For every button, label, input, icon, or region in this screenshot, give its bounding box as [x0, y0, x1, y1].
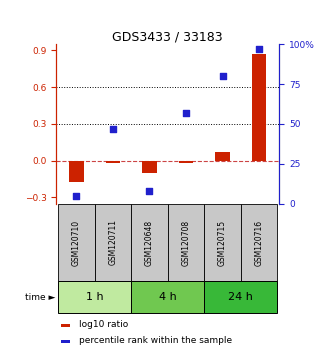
Bar	[241, 204, 277, 281]
Text: time ►: time ►	[25, 293, 56, 302]
Text: 24 h: 24 h	[229, 292, 253, 302]
Bar	[106, 161, 120, 163]
Title: GDS3433 / 33183: GDS3433 / 33183	[112, 30, 223, 43]
Bar	[215, 152, 230, 161]
Bar	[204, 204, 241, 281]
Text: GSM120716: GSM120716	[255, 219, 264, 266]
Bar	[95, 204, 131, 281]
Bar	[61, 325, 70, 327]
Bar	[58, 281, 131, 313]
Bar	[58, 204, 95, 281]
Text: log10 ratio: log10 ratio	[79, 320, 128, 330]
Point	[74, 193, 79, 198]
Text: GSM120710: GSM120710	[72, 219, 81, 266]
Bar	[131, 204, 168, 281]
Point	[256, 46, 262, 52]
Point	[147, 188, 152, 194]
Text: GSM120648: GSM120648	[145, 219, 154, 266]
Text: GSM120711: GSM120711	[108, 219, 117, 266]
Bar	[179, 161, 193, 163]
Text: GSM120715: GSM120715	[218, 219, 227, 266]
Point	[183, 110, 188, 115]
Bar	[131, 281, 204, 313]
Bar	[168, 204, 204, 281]
Text: 4 h: 4 h	[159, 292, 177, 302]
Point	[110, 127, 116, 132]
Text: percentile rank within the sample: percentile rank within the sample	[79, 336, 232, 346]
Bar	[252, 54, 266, 161]
Point	[220, 73, 225, 79]
Bar	[142, 161, 157, 173]
Text: GSM120708: GSM120708	[181, 219, 190, 266]
Bar	[69, 161, 83, 182]
Text: 1 h: 1 h	[86, 292, 103, 302]
Bar	[204, 281, 277, 313]
Bar	[61, 341, 70, 343]
